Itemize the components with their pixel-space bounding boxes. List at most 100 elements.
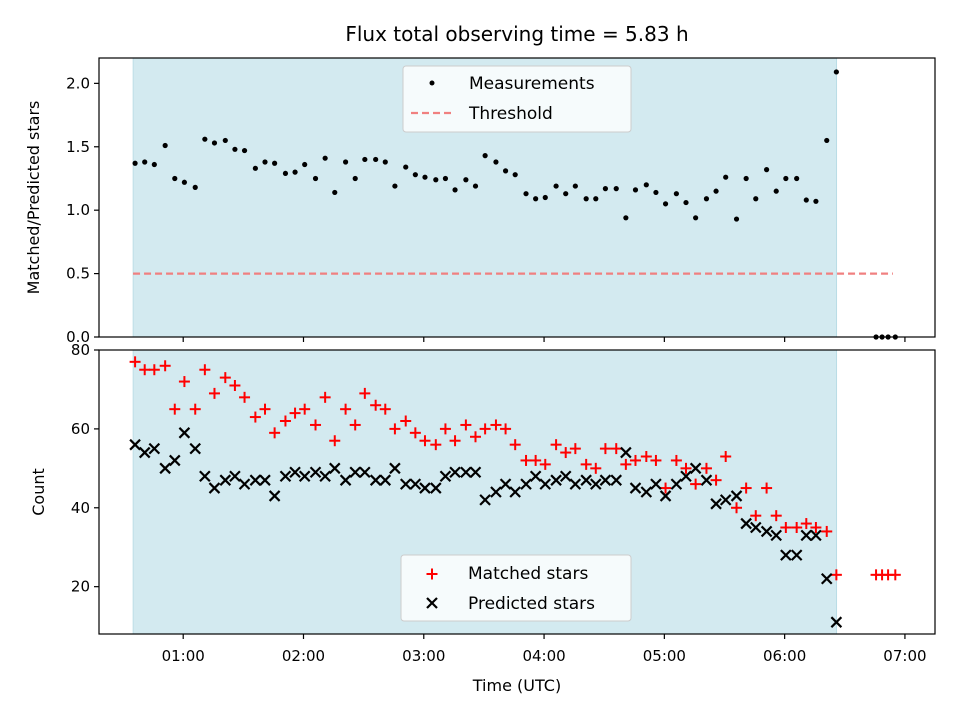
measurement-point [463, 177, 469, 183]
measurement-point [302, 161, 308, 168]
measurement-point [392, 183, 398, 189]
legend-predicted-label: Predicted stars [468, 594, 595, 614]
measurement-point [342, 159, 349, 165]
predicted-star-point [169, 454, 181, 467]
measurement-point [593, 196, 599, 202]
measurement-point [813, 198, 819, 204]
predicted-star-point [529, 470, 542, 483]
measurement-point [803, 197, 809, 203]
predicted-star-point [309, 466, 322, 479]
measurement-point [833, 69, 839, 75]
count-legend-box [400, 554, 632, 622]
predicted-star-point [550, 474, 562, 486]
predicted-star-point [199, 470, 211, 483]
predicted-star-point [820, 572, 833, 585]
predicted-star-point [159, 462, 171, 475]
measurement-point [312, 175, 319, 182]
count-y-tick-label: 80 [71, 341, 90, 359]
predicted-star-point [229, 470, 241, 483]
predicted-star-point [138, 446, 151, 459]
measurement-point [572, 183, 578, 189]
time-x-tick-label: 01:00 [162, 647, 205, 665]
predicted-star-point [349, 466, 361, 479]
count-y-axis-label: Count [29, 468, 48, 516]
predicted-star-point [208, 482, 221, 494]
measurement-point [151, 161, 157, 168]
ratio-y-tick-label: 0.0 [66, 328, 90, 346]
predicted-star-point [580, 474, 592, 486]
predicted-star-point [289, 466, 301, 479]
measurement-point [322, 155, 328, 161]
predicted-star-point [189, 442, 202, 455]
predicted-star-points [129, 427, 843, 628]
measurement-point [482, 153, 488, 159]
predicted-star-point [148, 442, 161, 455]
measurement-point [753, 196, 759, 202]
count-y-tick-label: 60 [71, 420, 90, 438]
predicted-star-point [659, 490, 672, 502]
measurement-point [373, 156, 379, 163]
measurement-point [583, 196, 589, 202]
predicted-star-point [790, 549, 803, 561]
ratio-y-tick-label: 2.0 [66, 74, 90, 92]
legend-matched-label: Matched stars [468, 564, 588, 584]
predicted-star-point [620, 446, 632, 459]
measurement-point [241, 147, 248, 154]
predicted-star-point [369, 474, 382, 486]
predicted-star-point [129, 438, 141, 451]
predicted-star-point [238, 478, 251, 490]
ratio-legend: Measurements Threshold [402, 65, 632, 133]
predicted-star-point [629, 482, 642, 494]
predicted-star-point [419, 482, 431, 494]
measurement-point [172, 175, 178, 182]
measurement-point [653, 189, 659, 196]
measurement-point [643, 182, 649, 188]
predicted-star-point [520, 478, 532, 490]
measurement-point [623, 215, 629, 221]
predicted-star-point [670, 478, 683, 490]
measurement-point [403, 164, 409, 170]
measurement-point [713, 188, 719, 194]
predicted-star-point [409, 478, 422, 490]
measurement-point [452, 187, 458, 193]
predicted-star-point [719, 494, 732, 506]
predicted-star-point [469, 466, 482, 479]
measurement-point [563, 191, 569, 197]
measurement-point [523, 191, 529, 197]
time-x-axis-label: Time (UTC) [472, 676, 561, 695]
measurement-point [132, 160, 138, 166]
predicted-star-point [430, 482, 442, 494]
predicted-star-point [328, 462, 341, 475]
measurement-point [502, 168, 509, 174]
matched-star-points [129, 356, 901, 581]
measurement-point [783, 175, 789, 182]
ratio-y-tick-label: 1.5 [66, 138, 90, 156]
predicted-star-point [569, 478, 582, 490]
predicted-star-point [298, 470, 311, 483]
measurement-point [412, 172, 418, 178]
predicted-star-point [710, 498, 722, 510]
predicted-star-point [439, 470, 452, 483]
ratio-legend-box [402, 65, 632, 133]
measurement-point [252, 165, 258, 171]
measurement-point [472, 183, 479, 189]
measurement-point [493, 159, 499, 165]
measurement-point [362, 156, 368, 163]
measurement-point [442, 175, 449, 182]
measurement-point [292, 169, 298, 175]
predicted-star-point [479, 494, 491, 506]
predicted-star-point [219, 474, 232, 486]
measurement-point [613, 186, 619, 192]
predicted-star-point [559, 470, 572, 483]
ratio-y-ticks: 0.0 0.5 1.0 1.5 2.0 [66, 74, 99, 346]
legend-matched-marker [426, 568, 438, 580]
ratio-x-ticks [182, 337, 906, 342]
legend-predicted-marker [426, 597, 438, 609]
measurement-point [773, 188, 779, 194]
predicted-star-point [770, 529, 782, 542]
predicted-star-point [830, 616, 843, 628]
predicted-star-point [640, 486, 653, 498]
predicted-star-point [279, 470, 292, 483]
